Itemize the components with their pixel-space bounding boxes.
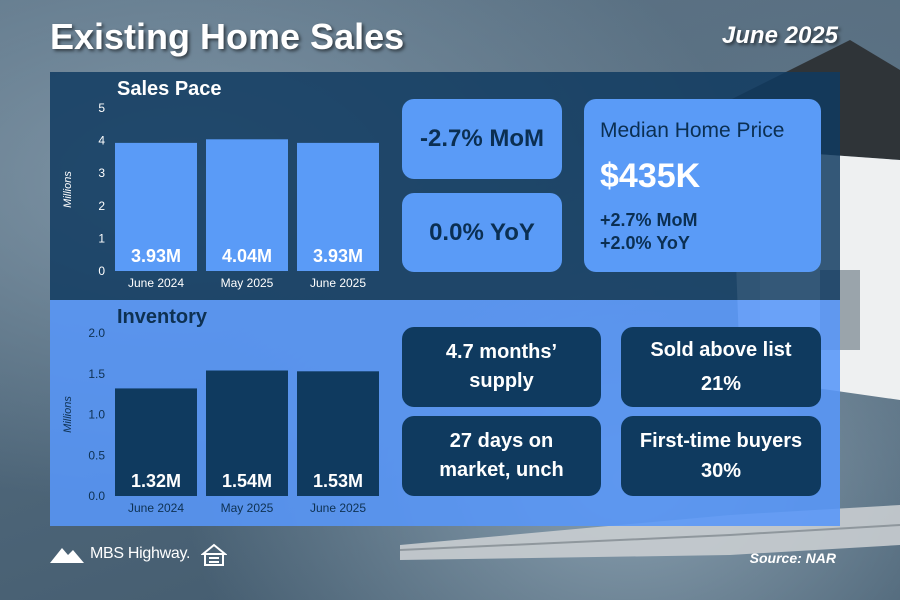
equal-housing-icon	[201, 543, 227, 566]
report-date: June 2025	[721, 22, 838, 49]
median-price-yoy: +2.0% YoY	[600, 233, 690, 253]
sales-mom-card: -2.7% MoM	[402, 99, 562, 179]
y-tick-label: 2.0	[88, 326, 105, 340]
sales-pace-chart: Millions 0 1 2 3 4 5 3.93M June 2024 4.04M May 202…	[62, 101, 379, 290]
bar	[115, 142, 197, 271]
y-tick-label: 1.0	[88, 408, 105, 422]
bar	[297, 371, 379, 496]
sales-yoy-value: 0.0% YoY	[429, 218, 535, 246]
x-tick-label: June 2024	[128, 501, 184, 515]
bar-value-label: 1.32M	[131, 471, 181, 491]
bar	[115, 388, 197, 496]
bar-value-label: 3.93M	[131, 246, 181, 266]
sales-mom-value: -2.7% MoM	[419, 125, 544, 152]
days-on-market-text: 27 days on market, unch	[439, 430, 564, 481]
y-tick-label: 0.5	[88, 448, 105, 462]
x-tick-label: June 2025	[310, 501, 366, 515]
sales-pace-title: Sales Pace	[117, 78, 222, 100]
months-supply-card: 4.7 months’ supply	[402, 327, 601, 407]
y-tick-label: 3	[98, 166, 105, 180]
y-tick-label: 1.5	[88, 367, 105, 381]
bar-value-label: 1.54M	[222, 471, 272, 491]
mbs-highway-logo: MBS Highway.	[50, 545, 190, 563]
bar	[297, 142, 379, 271]
x-tick-label: May 2025	[221, 276, 274, 290]
x-tick-label: May 2025	[221, 501, 274, 515]
y-tick-label: 0.0	[88, 489, 105, 503]
page-title: Existing Home Sales	[50, 16, 405, 57]
sold-above-list-text: Sold above list 21%	[650, 339, 792, 395]
y-tick-label: 2	[98, 199, 105, 213]
y-tick-label: 1	[98, 231, 105, 245]
days-on-market-card: 27 days on market, unch	[402, 416, 601, 496]
brand-name: MBS Highway.	[90, 545, 191, 562]
y-tick-label: 4	[98, 134, 105, 148]
y-tick-label: 0	[98, 264, 105, 278]
sales-yoy-card: 0.0% YoY	[402, 193, 562, 272]
median-price-mom: +2.7% MoM	[600, 210, 698, 230]
first-time-buyers-text: First-time buyers 30%	[639, 430, 803, 482]
mountain-logo-icon	[50, 548, 84, 563]
inventory-chart: Millions 0.0 0.5 1.0 1.5 2.0 1.32M June 2024 1.5…	[62, 326, 379, 515]
x-tick-label: June 2025	[310, 276, 366, 290]
y-axis-label: Millions	[62, 396, 74, 433]
bar-value-label: 4.04M	[222, 246, 272, 266]
sold-above-list-card: Sold above list 21%	[621, 327, 821, 407]
bar-value-label: 3.93M	[313, 246, 363, 266]
median-price-label: Median Home Price	[600, 119, 785, 142]
y-axis-label: Millions	[62, 171, 74, 208]
bar	[206, 370, 288, 496]
inventory-title: Inventory	[117, 306, 208, 328]
first-time-buyers-card: First-time buyers 30%	[621, 416, 821, 496]
source-note: Source: NAR	[749, 550, 836, 566]
bar	[206, 139, 288, 271]
y-tick-label: 5	[98, 101, 105, 115]
median-price-value: $435K	[600, 157, 701, 195]
x-tick-label: June 2024	[128, 276, 184, 290]
median-price-card: Median Home Price $435K +2.7% MoM +2.0% …	[584, 99, 821, 272]
months-supply-text: 4.7 months’ supply	[445, 341, 558, 392]
bar-value-label: 1.53M	[313, 471, 363, 491]
